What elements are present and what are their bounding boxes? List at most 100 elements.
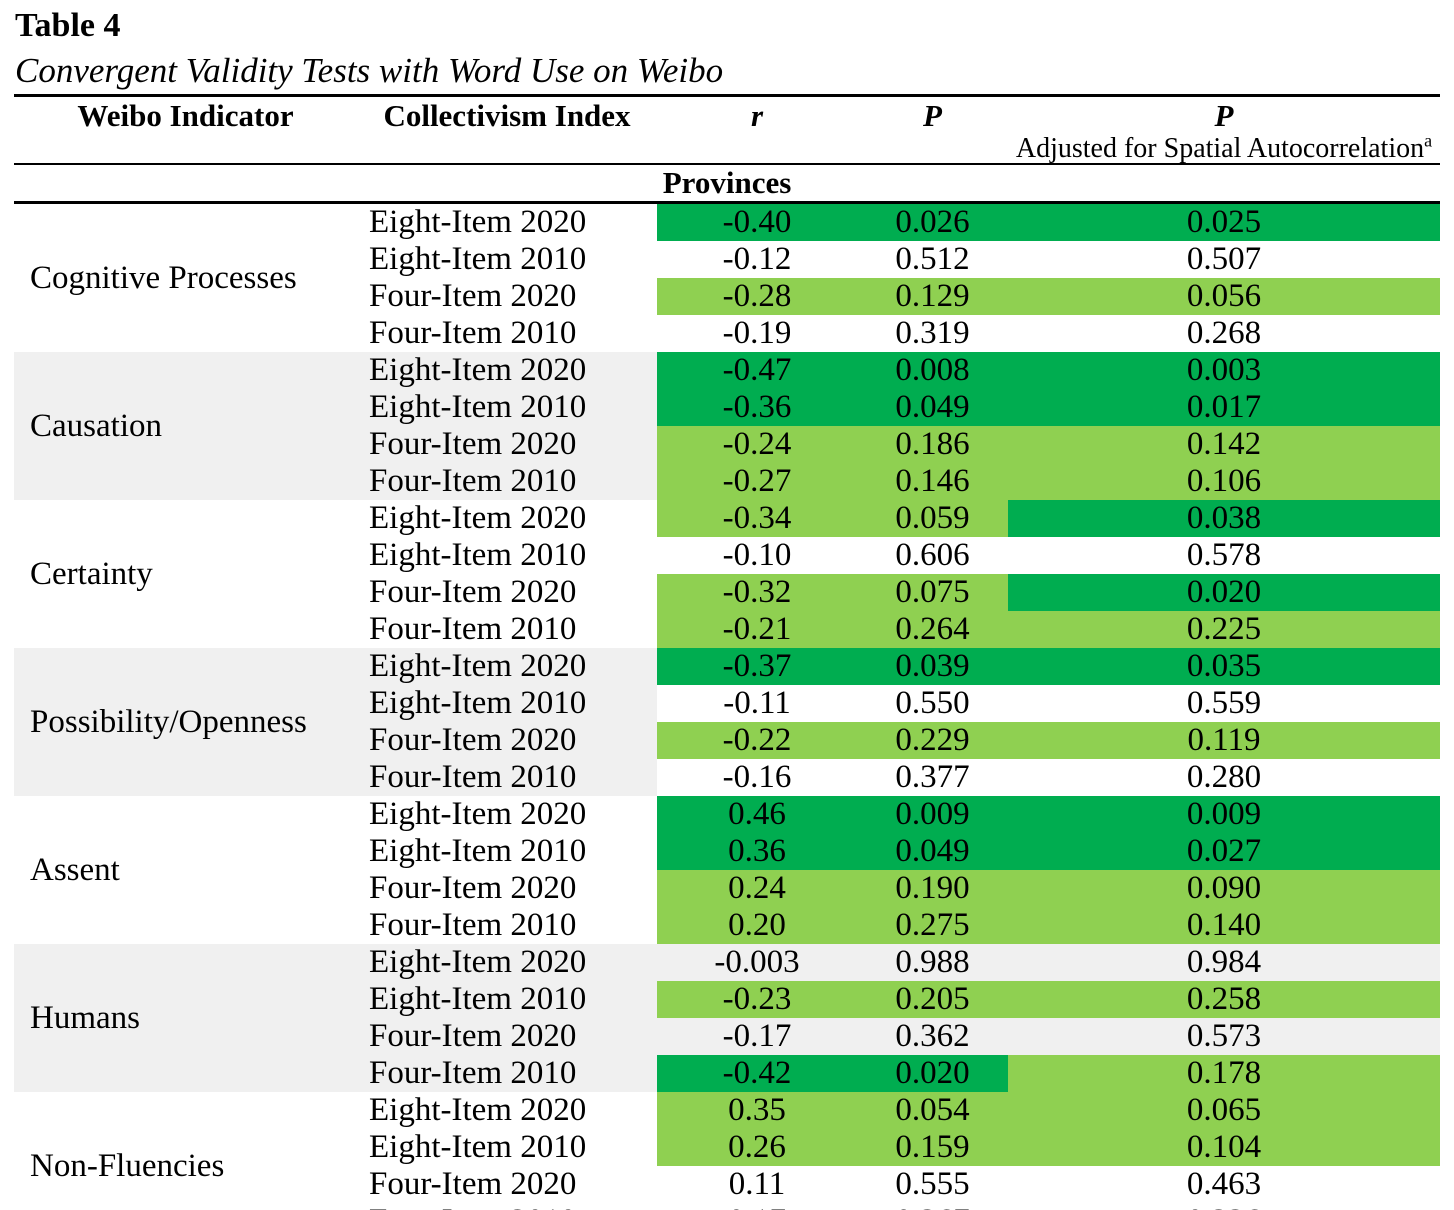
cell-r-value: 0.17 [657, 1203, 857, 1210]
collectivism-index-label: Four-Item 2010 [369, 907, 577, 943]
collectivism-index-label: Eight-Item 2020 [369, 352, 587, 388]
collectivism-index-label: Four-Item 2010 [369, 611, 577, 647]
collectivism-index-label: Four-Item 2010 [369, 463, 577, 499]
cell-p-value: 0.275 [857, 907, 1008, 944]
cell-p-adjusted-value: 0.559 [1008, 685, 1440, 722]
cell-p-value: 0.026 [857, 202, 1008, 241]
cell-p-value: 0.512 [895, 241, 970, 277]
cell-p-value: 0.319 [895, 315, 970, 351]
cell-p-adjusted-value: 0.038 [1008, 500, 1440, 537]
cell-r-value: -0.22 [657, 722, 857, 759]
collectivism-index-label: Four-Item 2020 [369, 1166, 577, 1202]
table-row: Non-Fluencies Eight-Item 2020 0.35 0.054 0.0… [14, 1092, 1440, 1184]
cell-p-value: 0.146 [857, 463, 1008, 500]
cell-r-value: -0.32 [657, 574, 857, 611]
cell-p-value: 0.988 [895, 944, 970, 980]
cell-r-value: -0.42 [657, 1055, 857, 1092]
cell-p-value: 0.550 [857, 685, 1008, 722]
table-header-row: Weibo Indicator Collectivism Index r P P… [14, 94, 1440, 165]
cell-r-value: 0.11 [728, 1166, 786, 1202]
collectivism-index-label: Four-Item 2020 [369, 870, 577, 906]
cell-r-value: 0.35 [657, 1092, 857, 1129]
cell-p-adjusted-value: 0.225 [1008, 611, 1440, 648]
cell-p-adjusted-value: 0.140 [1008, 907, 1440, 944]
weibo-indicator-label: Certainty [30, 555, 153, 592]
cell-r-value: -0.003 [714, 944, 800, 980]
collectivism-index-label: Eight-Item 2020 [369, 796, 587, 832]
cell-r-value: 0.20 [657, 907, 857, 944]
cell-p-value: 0.264 [857, 611, 1008, 648]
cell-p-adjusted-value: 0.236 [1008, 1203, 1440, 1210]
cell-r-value: -0.36 [657, 389, 857, 426]
cell-p-adjusted-value: 0.268 [1186, 315, 1262, 351]
cell-p-value: 0.049 [857, 389, 1008, 426]
cell-p-value: 0.367 [857, 1203, 1008, 1210]
collectivism-index-label: Four-Item 2010 [369, 759, 577, 795]
cell-p-adjusted-value: 0.009 [1008, 796, 1440, 833]
cell-p-adjusted-value: 0.104 [1008, 1129, 1440, 1166]
column-header-weibo-indicator: Weibo Indicator [14, 94, 357, 165]
collectivism-index-label: Eight-Item 2010 [369, 241, 587, 277]
cell-p-value: 0.205 [857, 981, 1008, 1018]
cell-p-value: 0.009 [857, 796, 1008, 833]
cell-r-value: -0.37 [657, 648, 857, 685]
table-row: Assent Eight-Item 2020 0.46 0.009 0.009 [14, 796, 1440, 888]
table-row: Possibility/Openness Eight-Item 2020 -0.37… [14, 648, 1440, 740]
cell-r-value: -0.23 [657, 981, 857, 1018]
cell-p-adjusted-value: 0.178 [1008, 1055, 1440, 1092]
table-number-title: Table 4 [15, 7, 121, 44]
cell-p-adjusted-value: 0.035 [1008, 648, 1440, 685]
collectivism-index-label: Eight-Item 2020 [369, 500, 587, 536]
cell-p-adjusted-value: 0.027 [1008, 833, 1440, 870]
cell-p-value: 0.059 [857, 500, 1008, 537]
cell-p-value: 0.190 [857, 870, 1008, 907]
table-row: Four-Item 2020 0.24 0.190 0.090 [14, 870, 1440, 907]
cell-r-value: -0.27 [657, 463, 857, 500]
collectivism-index-label: Eight-Item 2020 [369, 944, 587, 980]
cell-p-value: 0.606 [895, 537, 970, 573]
cell-p-adjusted-value: 0.280 [1008, 759, 1440, 796]
cell-r-value: -0.11 [657, 685, 857, 722]
collectivism-index-label: Eight-Item 2010 [369, 981, 587, 1017]
column-header-p-adjusted-subline: Adjusted for Spatial Autocorrelationa [1015, 130, 1433, 164]
table-row: Four-Item 2020 -0.28 0.129 0.056 [14, 278, 1440, 315]
cell-p-adjusted-value: 0.106 [1008, 463, 1440, 500]
cell-p-adjusted-value: 0.119 [1008, 722, 1440, 759]
column-header-p-adjusted: P Adjusted for Spatial Autocorrelationa [1008, 94, 1440, 165]
cell-p-adjusted-value: 0.017 [1008, 389, 1440, 426]
weibo-indicator-label: Humans [30, 999, 140, 1036]
cell-p-value: 0.159 [857, 1129, 1008, 1166]
cell-r-value: -0.16 [657, 759, 857, 796]
cell-p-adjusted-value: 0.090 [1008, 870, 1440, 907]
cell-p-value: 0.186 [857, 426, 1008, 463]
cell-p-adjusted-value: 0.578 [1186, 537, 1262, 573]
cell-r-value: -0.17 [722, 1018, 792, 1054]
cell-r-value: 0.46 [657, 796, 857, 833]
collectivism-index-label: Eight-Item 2010 [369, 833, 587, 869]
cell-p-adjusted-value: 0.056 [1008, 278, 1440, 315]
cell-r-value: 0.24 [657, 870, 857, 907]
collectivism-index-label: Eight-Item 2020 [369, 1092, 587, 1128]
cell-r-value: -0.12 [722, 241, 792, 277]
cell-p-adjusted-value: 0.003 [1008, 352, 1440, 389]
cell-p-adjusted-value: 0.025 [1008, 202, 1440, 241]
table-caption: Convergent Validity Tests with Word Use … [15, 51, 724, 90]
table-row: Humans Eight-Item 2020 -0.003 0.988 0.984 [14, 944, 1440, 1036]
collectivism-index-label: Eight-Item 2010 [369, 389, 587, 425]
cell-p-value: 0.049 [857, 833, 1008, 870]
cell-p-value: 0.229 [857, 722, 1008, 759]
weibo-indicator-label: Assent [30, 851, 120, 888]
weibo-indicator-label: Cognitive Processes [30, 259, 297, 296]
cell-p-adjusted-value: 0.984 [1186, 944, 1262, 980]
cell-p-adjusted-value: 0.573 [1186, 1018, 1262, 1054]
collectivism-index-label: Eight-Item 2010 [369, 685, 587, 721]
collectivism-index-label: Four-Item 2020 [369, 278, 577, 314]
collectivism-index-label: Four-Item 2020 [369, 1018, 577, 1054]
cell-p-value: 0.362 [895, 1018, 970, 1054]
table-row: Certainty Eight-Item 2020 -0.34 0.059 0.038 [14, 500, 1440, 592]
collectivism-index-label: Four-Item 2020 [369, 426, 577, 462]
collectivism-index-label: Four-Item 2010 [369, 1055, 577, 1091]
cell-p-adjusted-value: 0.463 [1186, 1166, 1262, 1202]
